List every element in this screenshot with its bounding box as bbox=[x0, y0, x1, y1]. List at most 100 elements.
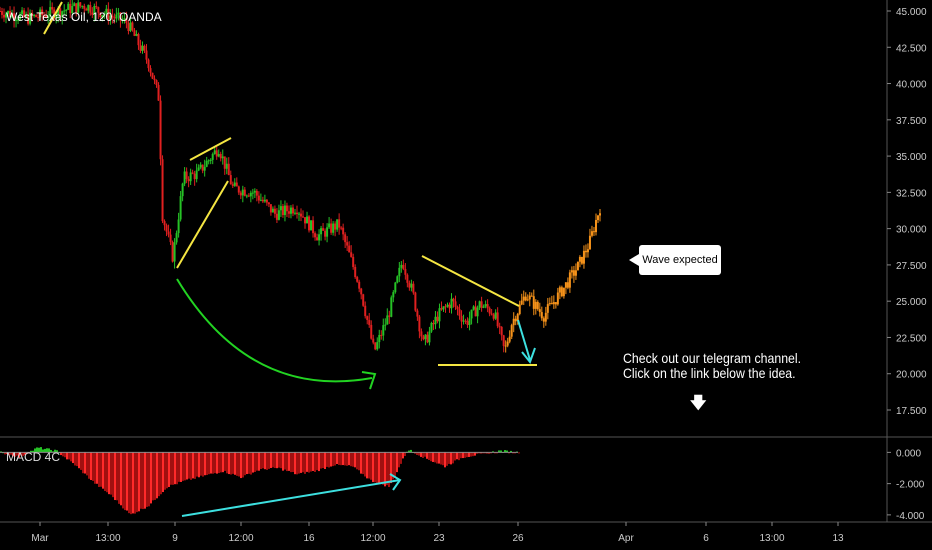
candle-body bbox=[314, 233, 317, 238]
macd-bar bbox=[124, 452, 126, 511]
macd-bar bbox=[400, 452, 402, 464]
macd-bar bbox=[38, 447, 40, 453]
candle-body bbox=[350, 252, 353, 257]
candle-body bbox=[159, 100, 162, 160]
macd-bar bbox=[44, 448, 46, 453]
candle-body bbox=[404, 268, 407, 275]
candle-body bbox=[410, 283, 413, 288]
macd-bar bbox=[256, 452, 258, 471]
candle-body bbox=[245, 195, 248, 197]
projection-candle-body bbox=[504, 345, 507, 347]
macd-bar bbox=[292, 452, 294, 472]
candle-body bbox=[382, 325, 385, 336]
projection-candle-body bbox=[554, 302, 557, 305]
cyan-down-arrow-head bbox=[521, 347, 536, 365]
candle-body bbox=[376, 342, 379, 350]
candle-body bbox=[448, 304, 451, 309]
candle-body bbox=[171, 242, 174, 262]
projection-candle-body bbox=[528, 295, 531, 300]
macd-bar bbox=[296, 452, 298, 475]
telegram-note: Check out our telegram channel. Click on… bbox=[623, 351, 801, 381]
candle-body bbox=[378, 334, 381, 343]
macd-bar bbox=[340, 452, 342, 466]
candle-body bbox=[474, 306, 477, 317]
macd-bar bbox=[252, 452, 254, 473]
macd-bar bbox=[468, 452, 470, 457]
macd-bar bbox=[334, 452, 336, 466]
candle-body bbox=[334, 223, 337, 230]
candle-body bbox=[340, 227, 343, 229]
projection-candle-body bbox=[596, 215, 599, 220]
macd-bar bbox=[184, 452, 186, 481]
price-tick-label: 17.500 bbox=[896, 406, 927, 417]
macd-bar bbox=[98, 452, 100, 487]
candle-body bbox=[464, 320, 467, 322]
macd-bar bbox=[250, 452, 252, 475]
macd-bar bbox=[6, 452, 8, 454]
macd-bar bbox=[186, 452, 188, 480]
cyan-down-arrow-line bbox=[517, 319, 531, 361]
candle-body bbox=[285, 205, 288, 212]
candle-body bbox=[328, 223, 331, 228]
candle-body bbox=[203, 166, 206, 171]
price-tick-label: 22.500 bbox=[896, 333, 927, 344]
macd-bar bbox=[432, 452, 434, 462]
macd-bar bbox=[36, 447, 38, 453]
candle-body bbox=[43, 15, 46, 17]
macd-bar bbox=[68, 452, 70, 460]
projection-candle-body bbox=[590, 231, 593, 236]
time-tick-label: 26 bbox=[512, 533, 524, 544]
time-axis: Mar 13:00 9 12:00 16 12:00 23 26 Apr 6 13:00 13 bbox=[31, 522, 844, 544]
macd-bar bbox=[208, 452, 210, 475]
candle-body bbox=[41, 9, 44, 16]
projection-candle-body bbox=[560, 287, 563, 297]
macd-bar bbox=[16, 452, 18, 456]
macd-bar bbox=[278, 452, 280, 468]
candle-body bbox=[386, 315, 389, 325]
candle-body bbox=[484, 304, 487, 307]
macd-bar bbox=[152, 452, 154, 501]
macd-bar bbox=[262, 452, 264, 469]
candle-body bbox=[332, 223, 335, 233]
candle-body bbox=[243, 189, 246, 196]
macd-bar bbox=[56, 450, 58, 453]
time-tick-label: 13:00 bbox=[95, 533, 120, 544]
candle-body bbox=[55, 15, 58, 19]
candle-body bbox=[432, 322, 435, 325]
candle-body bbox=[61, 11, 64, 18]
macd-bar bbox=[166, 452, 168, 489]
projection-candle-body bbox=[546, 304, 549, 313]
macd-bar bbox=[178, 452, 180, 482]
macd-bar bbox=[192, 452, 194, 479]
candle-body bbox=[454, 301, 457, 307]
macd-bar bbox=[24, 452, 26, 455]
candle-body bbox=[304, 217, 307, 224]
macd-bar bbox=[144, 452, 146, 509]
macd-bar bbox=[146, 452, 148, 507]
macd-bar bbox=[106, 452, 108, 493]
macd-bar bbox=[100, 452, 102, 487]
candle-body bbox=[287, 211, 290, 214]
macd-bar bbox=[54, 449, 56, 453]
macd-bar bbox=[236, 452, 238, 476]
candle-body bbox=[241, 189, 244, 196]
macd-bar bbox=[320, 452, 322, 469]
projection-candle-body bbox=[536, 301, 539, 310]
candle-body bbox=[398, 267, 401, 277]
macd-bar bbox=[158, 452, 160, 497]
candle-body bbox=[372, 338, 375, 343]
candle-body bbox=[47, 16, 50, 18]
macd-bar bbox=[476, 452, 478, 454]
candle-body bbox=[219, 153, 222, 159]
candle-body bbox=[291, 207, 294, 214]
macd-bar bbox=[30, 450, 32, 453]
candle-body bbox=[179, 196, 182, 220]
projection-candle-body bbox=[508, 336, 511, 342]
price-candles bbox=[0, 0, 505, 353]
candle-body bbox=[297, 213, 300, 215]
macd-bar bbox=[120, 452, 122, 506]
candle-body bbox=[416, 310, 419, 317]
macd-bar bbox=[240, 452, 242, 479]
candle-body bbox=[115, 14, 118, 19]
candle-body bbox=[153, 78, 156, 81]
